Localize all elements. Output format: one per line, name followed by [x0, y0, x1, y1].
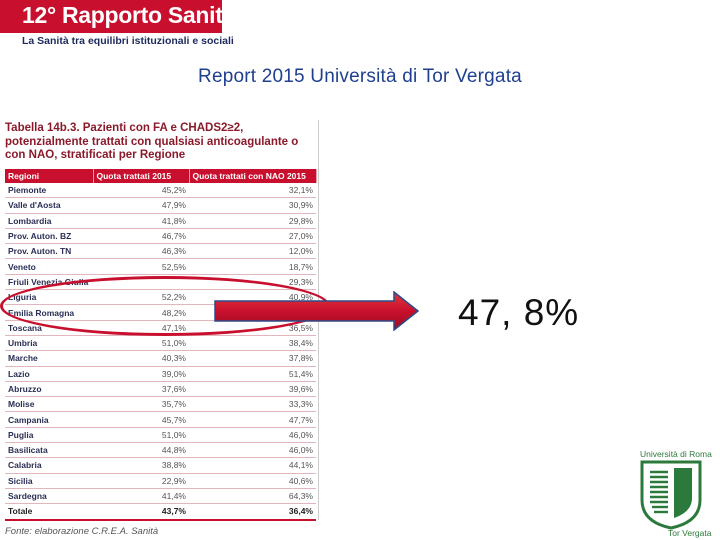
treated-cell: 38,8% [93, 457, 189, 474]
table-row: Marche 40,3% 37,8% [5, 350, 316, 367]
treated-cell: 41,8% [93, 213, 189, 229]
region-cell: Valle d'Aosta [5, 197, 93, 214]
source-note: Fonte: elaborazione C.R.E.A. Sanità [5, 526, 159, 537]
nao-cell: 64,3% [189, 488, 316, 505]
treated-cell: 46,7% [93, 228, 189, 245]
table-row: Basilicata 44,8% 46,0% [5, 442, 316, 459]
table-row: Valle d'Aosta 47,9% 30,9% [5, 197, 316, 214]
region-cell: Puglia [5, 427, 93, 444]
nao-cell: 37,8% [189, 350, 316, 367]
treated-cell: 46,3% [93, 243, 189, 260]
table-row: Sicilia 22,9% 40,6% [5, 473, 316, 489]
nao-cell: 40,6% [189, 473, 316, 489]
region-cell: Piemonte [5, 183, 93, 199]
table-row: Puglia 51,0% 46,0% [5, 427, 316, 444]
region-cell: Sardegna [5, 488, 93, 505]
column-header-region: Regioni [5, 169, 94, 183]
logo-text-line1: Università di Roma [640, 449, 712, 459]
region-cell: Lazio [5, 366, 93, 382]
treated-cell: 37,6% [93, 381, 189, 398]
table-row: Lombardia 41,8% 29,8% [5, 213, 316, 229]
region-cell: Molise [5, 396, 93, 413]
treated-cell: 35,7% [93, 396, 189, 413]
treated-cell: 44,8% [93, 442, 189, 459]
nao-cell: 18,7% [189, 258, 316, 275]
nao-cell: 12,0% [189, 243, 316, 260]
region-cell: Basilicata [5, 442, 93, 459]
nao-cell: 46,0% [189, 427, 316, 444]
nao-cell: 39,6% [189, 381, 316, 398]
nao-cell: 32,1% [189, 183, 316, 199]
table-row: Lazio 39,0% 51,4% [5, 366, 316, 382]
treated-cell: 43,7% [93, 503, 189, 521]
table-header-row: Regioni Quota trattati 2015 Quota tratta… [5, 169, 317, 183]
nao-cell: 44,1% [189, 457, 316, 474]
treated-cell: 41,4% [93, 488, 189, 505]
treated-cell: 40,3% [93, 350, 189, 367]
region-cell: Abruzzo [5, 381, 93, 398]
highlight-value: 47, 8% [458, 292, 580, 333]
nao-cell: 38,4% [189, 335, 316, 352]
table-row: Veneto 52,5% 18,7% [5, 258, 316, 275]
region-cell: Veneto [5, 258, 93, 275]
region-cell: Sicilia [5, 473, 93, 489]
region-cell: Prov. Auton. TN [5, 243, 93, 260]
treated-cell: 45,7% [93, 411, 189, 428]
nao-cell: 46,0% [189, 442, 316, 459]
table-row: Umbria 51,0% 38,4% [5, 335, 316, 352]
table-row: Campania 45,7% 47,7% [5, 411, 316, 428]
region-cell: Calabria [5, 457, 93, 474]
treated-cell: 39,0% [93, 366, 189, 382]
treated-cell: 47,9% [93, 197, 189, 214]
university-logo: Università di Roma Tor Vergata [632, 444, 720, 540]
table-row: Calabria 38,8% 44,1% [5, 457, 316, 474]
table-row: Piemonte 45,2% 32,1% [5, 183, 316, 199]
treated-cell: 22,9% [93, 473, 189, 489]
header-banner: 12° Rapporto Sanità [0, 0, 235, 33]
region-cell: Lombardia [5, 213, 93, 229]
table-total-row: Totale 43,7% 36,4% [5, 503, 316, 521]
right-arrow-icon [214, 291, 420, 331]
region-cell: Prov. Auton. BZ [5, 228, 93, 245]
header-title: 12° Rapporto Sanità [22, 2, 236, 28]
table-row: Abruzzo 37,6% 39,6% [5, 381, 316, 398]
treated-cell: 45,2% [93, 183, 189, 199]
table-row: Prov. Auton. BZ 46,7% 27,0% [5, 228, 316, 245]
region-cell: Campania [5, 411, 93, 428]
treated-cell: 52,5% [93, 258, 189, 275]
table-body: Piemonte 45,2% 32,1% Valle d'Aosta 47,9% 30,9… [5, 183, 316, 521]
nao-cell: 33,3% [189, 396, 316, 413]
table-row: Molise 35,7% 33,3% [5, 396, 316, 413]
table-caption: Tabella 14b.3. Pazienti con FA e CHADS2≥… [5, 122, 299, 161]
region-cell: Totale [5, 503, 93, 521]
logo-text-line2: Tor Vergata [668, 528, 712, 538]
treated-cell: 51,0% [93, 335, 189, 352]
table-row: Sardegna 41,4% 64,3% [5, 488, 316, 505]
column-header-nao: Quota trattati con NAO 2015 [189, 169, 317, 183]
header-subtitle: La Sanità tra equilibri istituzionali e … [22, 35, 234, 47]
column-header-treated: Quota trattati 2015 [93, 169, 190, 183]
nao-cell: 27,0% [189, 228, 316, 245]
nao-cell: 29,8% [189, 213, 316, 229]
region-cell: Marche [5, 350, 93, 367]
nao-cell: 47,7% [189, 411, 316, 428]
table-row: Prov. Auton. TN 46,3% 12,0% [5, 243, 316, 260]
nao-cell: 51,4% [189, 366, 316, 382]
region-cell: Umbria [5, 335, 93, 352]
nao-cell: 36,4% [189, 503, 316, 521]
treated-cell: 51,0% [93, 427, 189, 444]
shield-icon [640, 460, 702, 530]
slide-title: Report 2015 Università di Tor Vergata [198, 66, 522, 87]
region-table: Regioni Quota trattati 2015 Quota tratta… [5, 169, 317, 521]
nao-cell: 30,9% [189, 197, 316, 214]
